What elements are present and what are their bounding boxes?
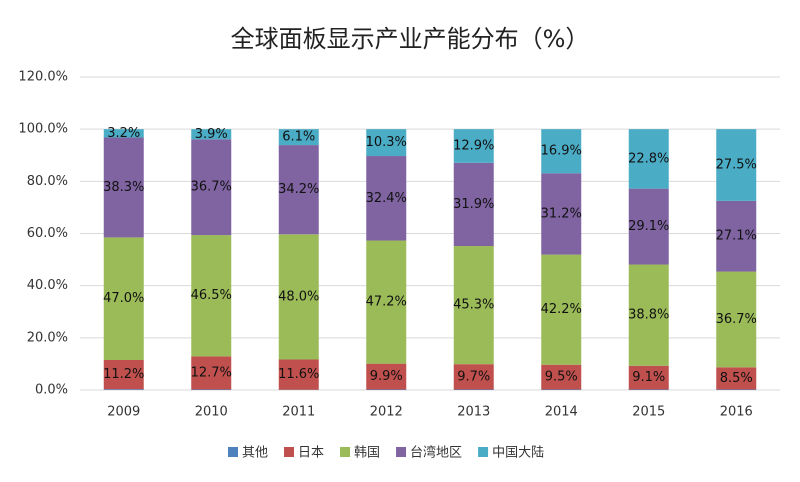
y-tick-label: 20.0% bbox=[27, 330, 68, 345]
x-tick-label: 2013 bbox=[457, 405, 490, 420]
x-tick-label: 2009 bbox=[107, 405, 140, 420]
bar-segment bbox=[716, 367, 757, 390]
data-label: 8.5% bbox=[720, 371, 753, 386]
data-label: 36.7% bbox=[716, 312, 757, 327]
bar-segment bbox=[453, 129, 494, 163]
data-label: 3.9% bbox=[195, 127, 228, 142]
x-tick-label: 2015 bbox=[632, 405, 665, 420]
data-label: 10.3% bbox=[366, 135, 407, 150]
bar-segment bbox=[366, 363, 407, 390]
y-tick-label: 80.0% bbox=[27, 174, 68, 189]
bar-segment bbox=[278, 145, 319, 235]
data-label: 6.1% bbox=[282, 130, 315, 145]
bar-segment bbox=[366, 156, 407, 241]
bar-segment bbox=[453, 162, 494, 247]
bar-segment bbox=[541, 173, 582, 255]
data-label: 31.9% bbox=[453, 197, 494, 212]
x-tick-label: 2011 bbox=[282, 405, 315, 420]
legend-label: 韩国 bbox=[354, 446, 380, 461]
bar-segment bbox=[278, 359, 319, 390]
bar-segment bbox=[191, 129, 232, 140]
bar-segment bbox=[103, 360, 144, 390]
bar-segment bbox=[716, 271, 757, 368]
y-tick-label: 100.0% bbox=[18, 122, 68, 137]
bar-segment bbox=[628, 389, 669, 390]
legend-label: 其他 bbox=[242, 446, 268, 461]
legend-swatch bbox=[340, 447, 351, 457]
data-label: 47.2% bbox=[366, 295, 407, 310]
data-label: 45.3% bbox=[453, 298, 494, 313]
x-tick-label: 2014 bbox=[545, 405, 578, 420]
data-label: 38.3% bbox=[103, 180, 144, 195]
y-tick-label: 0.0% bbox=[35, 383, 68, 398]
bar-segment bbox=[541, 364, 582, 390]
data-label: 9.7% bbox=[457, 369, 490, 384]
x-tick-label: 2012 bbox=[370, 405, 403, 420]
bar-segment bbox=[103, 389, 144, 390]
chart-title: 全球面板显示产业产能分布（%） bbox=[231, 25, 590, 53]
data-label: 48.0% bbox=[278, 289, 319, 304]
bar-segment bbox=[278, 129, 319, 146]
bar-segment bbox=[366, 129, 407, 157]
data-label: 27.5% bbox=[716, 158, 757, 173]
data-label: 42.2% bbox=[541, 302, 582, 317]
data-label: 46.5% bbox=[191, 288, 232, 303]
data-label: 9.1% bbox=[632, 370, 665, 385]
data-label: 31.2% bbox=[541, 206, 582, 221]
legend-swatch bbox=[284, 447, 295, 457]
data-label: 12.7% bbox=[191, 365, 232, 380]
bar-segment bbox=[191, 356, 232, 390]
bar-segment bbox=[541, 389, 582, 390]
bar-segment bbox=[103, 129, 144, 138]
data-label: 11.2% bbox=[103, 367, 144, 382]
data-label: 16.9% bbox=[541, 144, 582, 159]
legend-swatch bbox=[478, 447, 489, 457]
bar-segment bbox=[716, 129, 757, 201]
data-label: 27.1% bbox=[716, 229, 757, 244]
y-tick-label: 40.0% bbox=[27, 278, 68, 293]
bar-segment bbox=[366, 389, 407, 390]
bar-segment bbox=[103, 137, 144, 238]
legend-swatch bbox=[228, 447, 238, 457]
bar-segment bbox=[453, 246, 494, 365]
data-label: 9.9% bbox=[370, 369, 403, 384]
bar-segment bbox=[541, 254, 582, 365]
bar-segment bbox=[191, 139, 232, 236]
data-label: 32.4% bbox=[366, 191, 407, 206]
bar-segment bbox=[453, 389, 494, 390]
data-label: 11.6% bbox=[278, 367, 319, 382]
y-tick-label: 120.0% bbox=[18, 70, 68, 85]
data-label: 36.7% bbox=[191, 180, 232, 195]
bar-segment bbox=[628, 365, 669, 390]
bar-segment bbox=[628, 129, 669, 189]
bar-segment bbox=[366, 240, 407, 364]
y-tick-label: 60.0% bbox=[27, 226, 68, 241]
bar-segment bbox=[453, 364, 494, 390]
data-label: 38.8% bbox=[628, 308, 669, 323]
data-label: 22.8% bbox=[628, 151, 669, 166]
data-label: 34.2% bbox=[278, 182, 319, 197]
bar-segment bbox=[541, 129, 582, 174]
bar-segment bbox=[628, 188, 669, 265]
legend-label: 中国大陆 bbox=[492, 445, 544, 461]
legend-swatch bbox=[396, 447, 407, 457]
bar-segment bbox=[278, 234, 319, 360]
bar-segment bbox=[628, 264, 669, 366]
data-label: 47.0% bbox=[103, 291, 144, 306]
x-tick-label: 2016 bbox=[720, 405, 753, 420]
legend-label: 台湾地区 bbox=[410, 445, 462, 461]
legend-label: 日本 bbox=[298, 446, 324, 461]
bar-segment bbox=[191, 389, 232, 390]
data-label: 9.5% bbox=[545, 370, 578, 385]
data-label: 3.2% bbox=[107, 126, 140, 141]
bar-segment bbox=[716, 389, 757, 390]
bar-segment bbox=[103, 237, 144, 361]
bar-segment bbox=[716, 200, 757, 272]
x-tick-label: 2010 bbox=[195, 405, 228, 420]
data-label: 29.1% bbox=[628, 219, 669, 234]
bar-segment bbox=[191, 235, 232, 357]
data-label: 12.9% bbox=[453, 138, 494, 153]
